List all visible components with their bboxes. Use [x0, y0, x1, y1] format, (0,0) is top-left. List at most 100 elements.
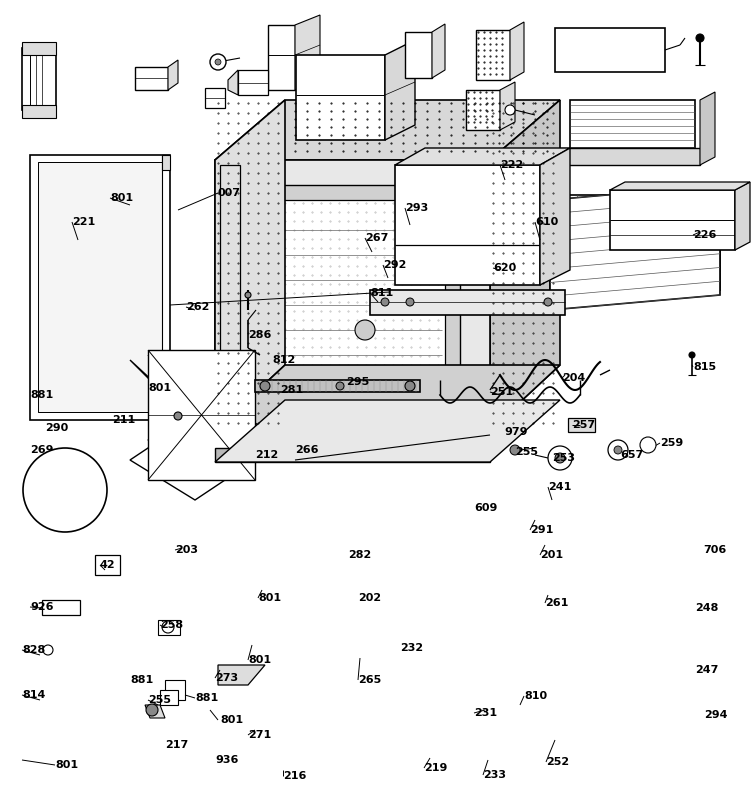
Text: 252: 252: [546, 757, 569, 767]
Polygon shape: [555, 28, 665, 72]
Polygon shape: [385, 40, 415, 140]
Polygon shape: [220, 165, 240, 425]
Text: 255: 255: [148, 695, 171, 705]
Circle shape: [510, 445, 520, 455]
Polygon shape: [490, 100, 560, 430]
Polygon shape: [255, 380, 420, 392]
Polygon shape: [395, 148, 570, 165]
Text: 801: 801: [248, 655, 271, 665]
Polygon shape: [238, 70, 268, 95]
Text: 294: 294: [704, 710, 727, 720]
Text: 815: 815: [693, 362, 716, 372]
Text: 926: 926: [30, 602, 53, 612]
Polygon shape: [570, 100, 695, 148]
Polygon shape: [95, 555, 120, 575]
Text: 282: 282: [348, 550, 371, 560]
Circle shape: [555, 453, 565, 463]
Text: 221: 221: [72, 217, 96, 227]
Polygon shape: [145, 705, 165, 718]
Text: 291: 291: [530, 525, 553, 535]
Text: 801: 801: [258, 593, 281, 603]
Polygon shape: [610, 190, 735, 250]
Polygon shape: [550, 185, 720, 310]
Text: 271: 271: [248, 730, 271, 740]
Text: 262: 262: [186, 302, 209, 312]
Text: 881: 881: [130, 675, 153, 685]
Text: 202: 202: [358, 593, 381, 603]
Text: 610: 610: [535, 217, 558, 227]
Text: 226: 226: [693, 230, 717, 240]
Polygon shape: [215, 448, 490, 462]
Polygon shape: [135, 67, 168, 90]
Text: 881: 881: [30, 390, 53, 400]
Text: 42: 42: [100, 560, 116, 570]
Text: 290: 290: [45, 423, 68, 433]
Text: 259: 259: [660, 438, 684, 448]
Text: 810: 810: [524, 691, 547, 701]
Polygon shape: [215, 100, 285, 430]
Polygon shape: [205, 88, 225, 108]
Text: 241: 241: [548, 482, 572, 492]
Polygon shape: [215, 365, 560, 430]
Polygon shape: [215, 100, 560, 160]
Polygon shape: [215, 160, 490, 430]
Polygon shape: [160, 690, 178, 705]
Text: 828: 828: [22, 645, 45, 655]
Circle shape: [174, 412, 182, 420]
Polygon shape: [370, 290, 565, 315]
Polygon shape: [268, 25, 295, 90]
Circle shape: [406, 298, 414, 306]
Polygon shape: [500, 82, 515, 130]
Polygon shape: [38, 162, 162, 412]
Circle shape: [548, 446, 572, 470]
Text: 261: 261: [545, 598, 569, 608]
Polygon shape: [215, 435, 490, 448]
Circle shape: [336, 382, 344, 390]
Circle shape: [381, 298, 389, 306]
Polygon shape: [218, 665, 265, 685]
Polygon shape: [42, 600, 80, 615]
Text: 292: 292: [383, 260, 406, 270]
Circle shape: [608, 440, 628, 460]
Text: 212: 212: [255, 450, 278, 460]
Circle shape: [355, 320, 375, 340]
Circle shape: [689, 352, 695, 358]
Text: 222: 222: [500, 160, 523, 170]
Polygon shape: [148, 350, 255, 480]
Polygon shape: [22, 48, 56, 110]
Polygon shape: [405, 32, 432, 78]
Polygon shape: [296, 55, 385, 140]
Polygon shape: [395, 165, 540, 285]
Circle shape: [405, 381, 415, 391]
Text: 936: 936: [215, 755, 238, 765]
Polygon shape: [165, 680, 185, 700]
Text: 248: 248: [695, 603, 718, 613]
Polygon shape: [735, 182, 750, 250]
Circle shape: [260, 381, 270, 391]
Text: 706: 706: [703, 545, 726, 555]
Text: 281: 281: [280, 385, 303, 395]
Text: 231: 231: [474, 708, 497, 718]
Polygon shape: [168, 60, 178, 90]
Text: 801: 801: [110, 193, 133, 203]
Text: 814: 814: [22, 690, 45, 700]
Text: 269: 269: [30, 445, 53, 455]
Text: 979: 979: [504, 427, 527, 437]
Polygon shape: [476, 30, 510, 80]
Polygon shape: [700, 92, 715, 165]
Text: 203: 203: [175, 545, 198, 555]
Text: 266: 266: [295, 445, 319, 455]
Text: 233: 233: [483, 770, 506, 780]
Text: 255: 255: [515, 447, 538, 457]
Text: 247: 247: [695, 665, 718, 675]
Polygon shape: [215, 400, 560, 462]
Polygon shape: [30, 155, 170, 420]
Polygon shape: [228, 70, 238, 95]
Polygon shape: [22, 105, 56, 118]
Text: 216: 216: [283, 771, 306, 781]
Text: 211: 211: [112, 415, 135, 425]
Circle shape: [640, 437, 656, 453]
Polygon shape: [568, 418, 595, 432]
Circle shape: [245, 292, 251, 298]
Circle shape: [215, 59, 221, 65]
